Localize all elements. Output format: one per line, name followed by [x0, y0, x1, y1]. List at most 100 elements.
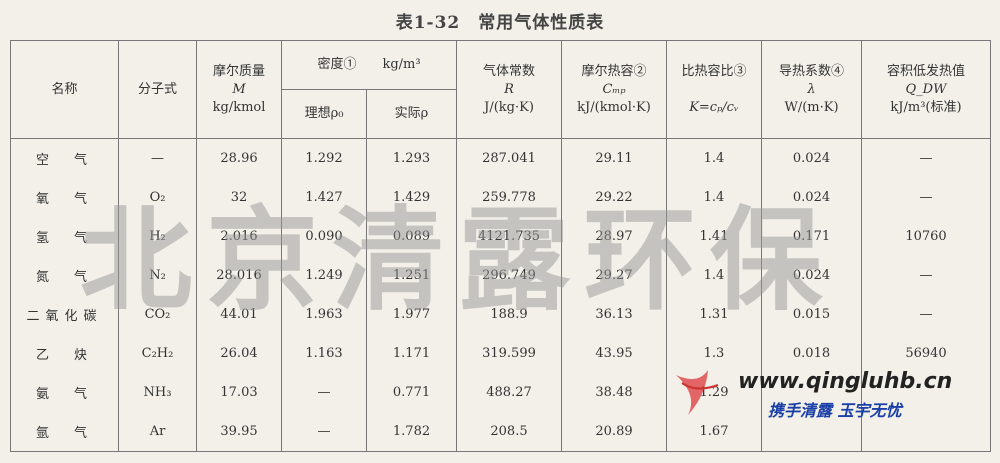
table-cell: — — [118, 138, 197, 178]
header-cell: 实际ρ — [366, 89, 457, 139]
header-line: 气体常数 — [482, 63, 535, 79]
header-line: 摩尔热容② — [581, 63, 647, 79]
table-cell: — — [861, 295, 991, 334]
header-line: λ — [807, 81, 816, 97]
table-cell: 0.015 — [761, 295, 862, 334]
table-cell: N₂ — [118, 256, 197, 295]
table-cell: 208.5 — [456, 412, 562, 452]
table-row: 空 气 —28.96 1.292 1.293 287.041 29.11 1.4 0.024— — [10, 138, 991, 178]
table-cell: — — [861, 178, 991, 217]
table-cell: 1.31 — [666, 295, 762, 334]
table-cell: 29.22 — [561, 178, 667, 217]
table-cell: 1.429 — [366, 178, 457, 217]
table-cell: 488.27 — [456, 373, 562, 412]
table-cell — [861, 412, 991, 452]
header-line: M — [232, 81, 246, 97]
table-cell: 188.9 — [456, 295, 562, 334]
table-cell: 287.041 — [456, 138, 562, 178]
gas-name: 氧 气 — [10, 178, 119, 217]
header-line: kJ/(kmol·K) — [577, 99, 651, 115]
table-cell: 2.016 — [196, 217, 282, 256]
table-cell: 0.090 — [281, 217, 367, 256]
table-cell: C₂H₂ — [118, 334, 197, 373]
table-row: 乙 炔 C₂H₂ 26.04 1.163 1.171 319.599 43.95 1.3 0.0… — [10, 334, 991, 373]
header-line: Q_DW — [905, 81, 947, 97]
header-line: R — [504, 81, 514, 97]
table-cell: 17.03 — [196, 373, 282, 412]
table-cell: NH₃ — [118, 373, 197, 412]
table-cell: — — [861, 138, 991, 178]
header-line: 容积低发热值 — [886, 63, 965, 79]
table-cell: 0.024 — [761, 256, 862, 295]
header-cell: 分子式 — [118, 40, 197, 139]
table-cell: 1.782 — [366, 412, 457, 452]
table-cell: CO₂ — [118, 295, 197, 334]
table-cell: 32 — [196, 178, 282, 217]
table-cell: 259.778 — [456, 178, 562, 217]
table-cell: 43.95 — [561, 334, 667, 373]
table-cell: 29.27 — [561, 256, 667, 295]
table-body: 空 气 —28.96 1.292 1.293 287.041 29.11 1.4 0.024—… — [10, 138, 991, 452]
header-line: W/(m·K) — [784, 99, 839, 115]
logo-icon — [676, 370, 719, 415]
gas-name: 氮 气 — [10, 256, 119, 295]
table-cell: 1.977 — [366, 295, 457, 334]
table-cell: 28.016 — [196, 256, 282, 295]
table-cell: 39.95 — [196, 412, 282, 452]
table-cell: H₂ — [118, 217, 197, 256]
header-cell: 密度① kg/m³ — [281, 40, 457, 90]
table-cell — [761, 412, 862, 452]
table-cell: Ar — [118, 412, 197, 452]
header-line: 导热系数④ — [778, 63, 844, 79]
header-line: 比热容比③ — [681, 63, 747, 79]
header-line: J/(kg·K) — [484, 99, 534, 115]
table-cell: 1.249 — [281, 256, 367, 295]
table-cell: 10760 — [861, 217, 991, 256]
table-cell: 0.089 — [366, 217, 457, 256]
gas-name: 氩 气 — [10, 412, 119, 452]
table-row: 氩 气 Ar 39.95—1.782 208.5 20.89 1.67 — [10, 412, 991, 452]
header-cell: 名称 — [10, 40, 119, 139]
watermark: 北京清露环保 — [80, 196, 836, 326]
logo-slogan: 携手清露 玉宇无忧 — [768, 401, 902, 420]
logo-url: www.qingluhb.cn — [738, 369, 953, 394]
table-row: 氮 气 N₂ 28.016 1.249 1.251 296.749 29.27 1.4 0.02… — [10, 256, 991, 295]
table-cell — [861, 373, 991, 412]
table-cell: 1.163 — [281, 334, 367, 373]
gas-name: 氨 气 — [10, 373, 119, 412]
table-cell: 0.018 — [761, 334, 862, 373]
table-row: 氨 气 NH₃ 17.03—0.771 488.27 38.48 1.29 — [10, 373, 991, 412]
header-cell: 气体常数 R J/(kg·K) — [456, 40, 562, 139]
header-cell: 容积低发热值 Q_DW kJ/m³(标准) — [861, 40, 991, 139]
header-line: kg/kmol — [212, 99, 266, 115]
table-row: 氧 气 O₂ 32 1.427 1.429 259.778 29.22 1.4 0.024— — [10, 178, 991, 217]
table-cell: — — [281, 373, 367, 412]
table-cell: 319.599 — [456, 334, 562, 373]
table-cell: 1.292 — [281, 138, 367, 178]
gas-name: 乙 炔 — [10, 334, 119, 373]
table-cell: — — [281, 412, 367, 452]
gas-name: 二氧化碳 — [10, 295, 119, 334]
header-cell: 摩尔热容② Cₘₚ kJ/(kmol·K) — [561, 40, 667, 139]
table-cell: 1.67 — [666, 412, 762, 452]
table-cell: 44.01 — [196, 295, 282, 334]
table-cell: 296.749 — [456, 256, 562, 295]
table-cell: 1.963 — [281, 295, 367, 334]
gas-name: 空 气 — [10, 138, 119, 178]
table-cell: 36.13 — [561, 295, 667, 334]
table-title: 表1-32 常用气体性质表 — [395, 13, 605, 33]
table-cell: 28.96 — [196, 138, 282, 178]
table-cell: 38.48 — [561, 373, 667, 412]
logo: www.qingluhb.cn 携手清露 玉宇无忧 — [668, 365, 978, 425]
table-cell: 1.4 — [666, 178, 762, 217]
table-cell: 1.171 — [366, 334, 457, 373]
table-cell: 56940 — [861, 334, 991, 373]
table-cell: 0.771 — [366, 373, 457, 412]
table-cell: 1.251 — [366, 256, 457, 295]
table-row: 二氧化碳 CO₂ 44.01 1.963 1.977 188.9 36.13 1.31 0.01… — [10, 295, 991, 334]
header-line: Cₘₚ — [602, 81, 626, 97]
table-cell: 20.89 — [561, 412, 667, 452]
